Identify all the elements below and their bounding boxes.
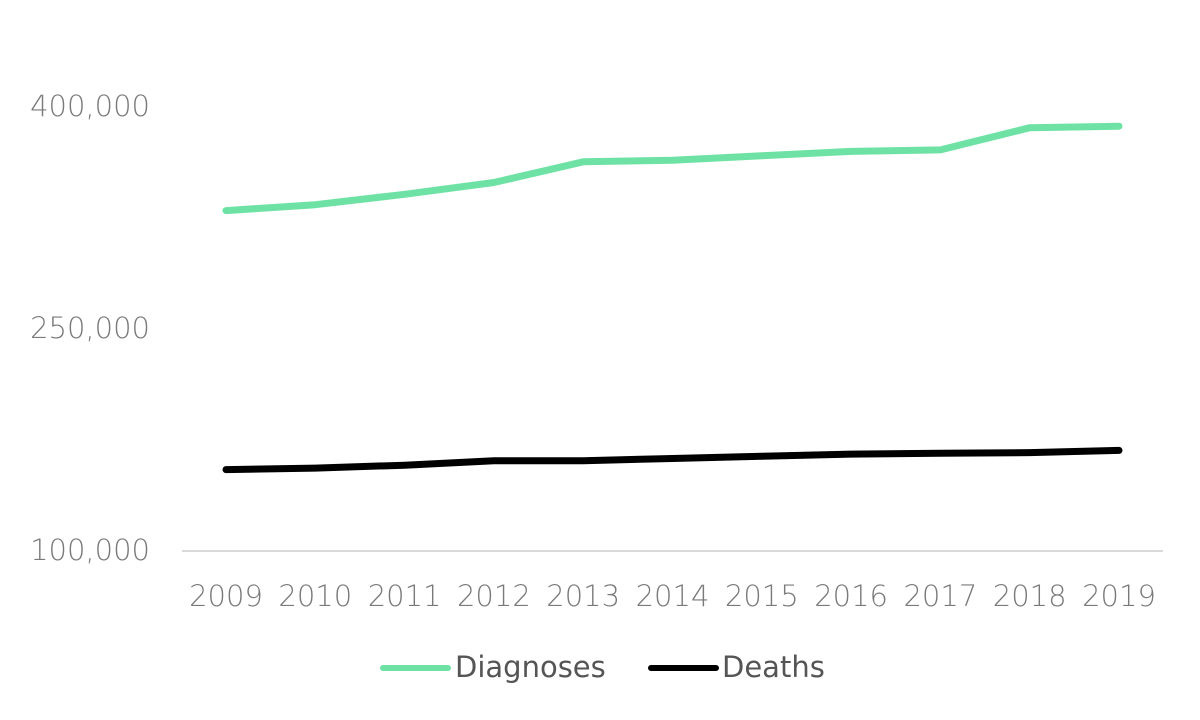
data-point-diagnoses — [312, 201, 319, 208]
data-point-diagnoses — [669, 157, 676, 164]
legend: Diagnoses Deaths — [380, 650, 825, 684]
data-point-deaths — [401, 462, 408, 469]
x-tick-label: 2019 — [1082, 579, 1156, 613]
data-point-deaths — [1026, 449, 1033, 456]
data-point-diagnoses — [490, 179, 497, 186]
x-tick-label: 2012 — [457, 579, 531, 613]
data-point-deaths — [758, 453, 765, 460]
data-point-diagnoses — [580, 158, 587, 165]
data-point-diagnoses — [937, 146, 944, 153]
series-line-diagnoses — [222, 122, 1123, 215]
data-point-diagnoses — [848, 148, 855, 155]
data-point-diagnoses — [758, 152, 765, 159]
legend-label-diagnoses: Diagnoses — [455, 650, 606, 684]
data-point-diagnoses — [223, 207, 229, 214]
x-tick-label: 2018 — [993, 579, 1067, 613]
legend-label-deaths: Deaths — [722, 650, 825, 684]
series-lines — [222, 122, 1123, 474]
x-tick-label: 2011 — [368, 579, 442, 613]
y-tick-label: 400,000 — [30, 89, 150, 123]
data-point-deaths — [848, 451, 855, 458]
y-tick-label: 250,000 — [30, 311, 150, 345]
x-tick-label: 2016 — [814, 579, 888, 613]
x-tick-label: 2009 — [189, 579, 263, 613]
x-tick-label: 2015 — [725, 579, 799, 613]
data-point-diagnoses — [1026, 124, 1033, 131]
x-tick-label: 2013 — [546, 579, 620, 613]
data-point-deaths — [1116, 447, 1122, 454]
data-point-deaths — [669, 455, 676, 462]
y-tick-label: 100,000 — [30, 533, 150, 567]
data-point-deaths — [580, 457, 587, 464]
x-tick-label: 2010 — [278, 579, 352, 613]
data-point-diagnoses — [1116, 123, 1122, 130]
y-axis-tick-labels: 100,000 250,000 400,000 — [30, 89, 150, 567]
data-point-deaths — [490, 457, 497, 464]
data-point-deaths — [223, 466, 229, 473]
data-point-deaths — [312, 465, 319, 472]
x-tick-label: 2017 — [903, 579, 977, 613]
x-tick-label: 2014 — [636, 579, 710, 613]
data-point-deaths — [937, 450, 944, 457]
x-axis-tick-labels: 2009 2010 2011 2012 2013 2014 2015 2016 2017 2018… — [189, 579, 1156, 613]
data-point-diagnoses — [401, 191, 408, 198]
